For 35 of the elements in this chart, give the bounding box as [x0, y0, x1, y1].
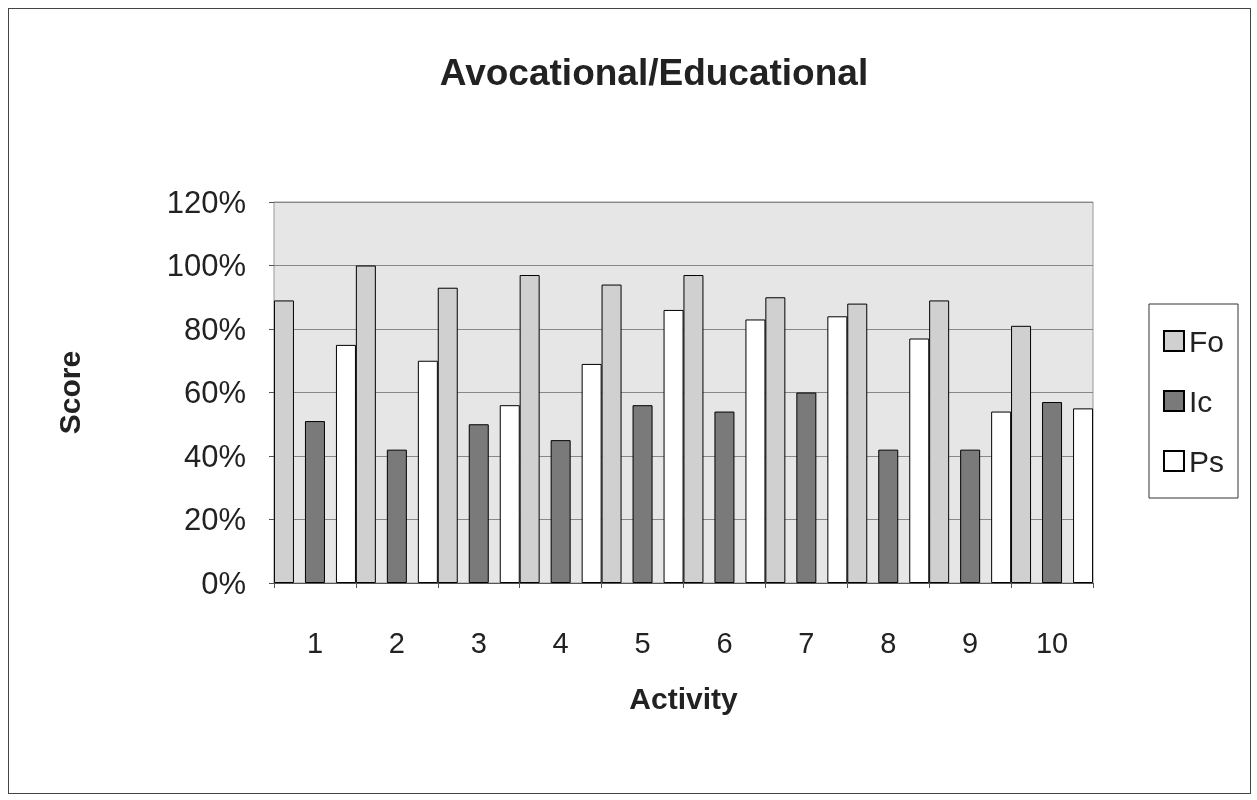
bar — [960, 449, 981, 583]
bar — [878, 449, 899, 583]
y-tick-label: 40% — [183, 438, 246, 474]
x-tick-label: 10 — [1035, 626, 1069, 659]
x-tick-label: 5 — [634, 626, 651, 659]
x-tick-label: 2 — [388, 626, 405, 659]
bar — [550, 440, 571, 583]
x-tick-label: 6 — [716, 626, 733, 659]
x-tick-label: 7 — [798, 626, 815, 659]
legend-label: Ps — [1188, 444, 1225, 478]
chart-title: Avocational/Educational — [439, 52, 869, 93]
bar — [632, 405, 653, 583]
y-axis-title: Score — [52, 350, 86, 435]
y-tick-label: 80% — [183, 311, 246, 347]
bar — [304, 421, 325, 583]
x-tick-label: 8 — [880, 626, 897, 659]
bar — [796, 392, 817, 583]
y-tick-label: 100% — [166, 248, 246, 283]
x-axis-title: Activity — [629, 681, 738, 715]
x-tick-label: 3 — [470, 626, 487, 659]
bar — [714, 411, 735, 583]
bar — [1073, 408, 1094, 583]
y-tick-label: 0% — [201, 565, 246, 601]
y-tick-label: 60% — [183, 375, 246, 410]
x-tick-label: 1 — [306, 626, 324, 659]
bar — [273, 300, 294, 583]
x-tick-label: 4 — [552, 626, 569, 659]
bar — [386, 449, 407, 583]
bar — [1042, 402, 1063, 583]
legend-label: Fo — [1188, 324, 1225, 358]
y-tick-label: 20% — [183, 502, 246, 537]
legend-label: Ic — [1188, 384, 1213, 418]
x-tick-label: 9 — [962, 626, 979, 659]
y-tick-label: 120% — [166, 184, 246, 220]
bar — [468, 424, 489, 583]
